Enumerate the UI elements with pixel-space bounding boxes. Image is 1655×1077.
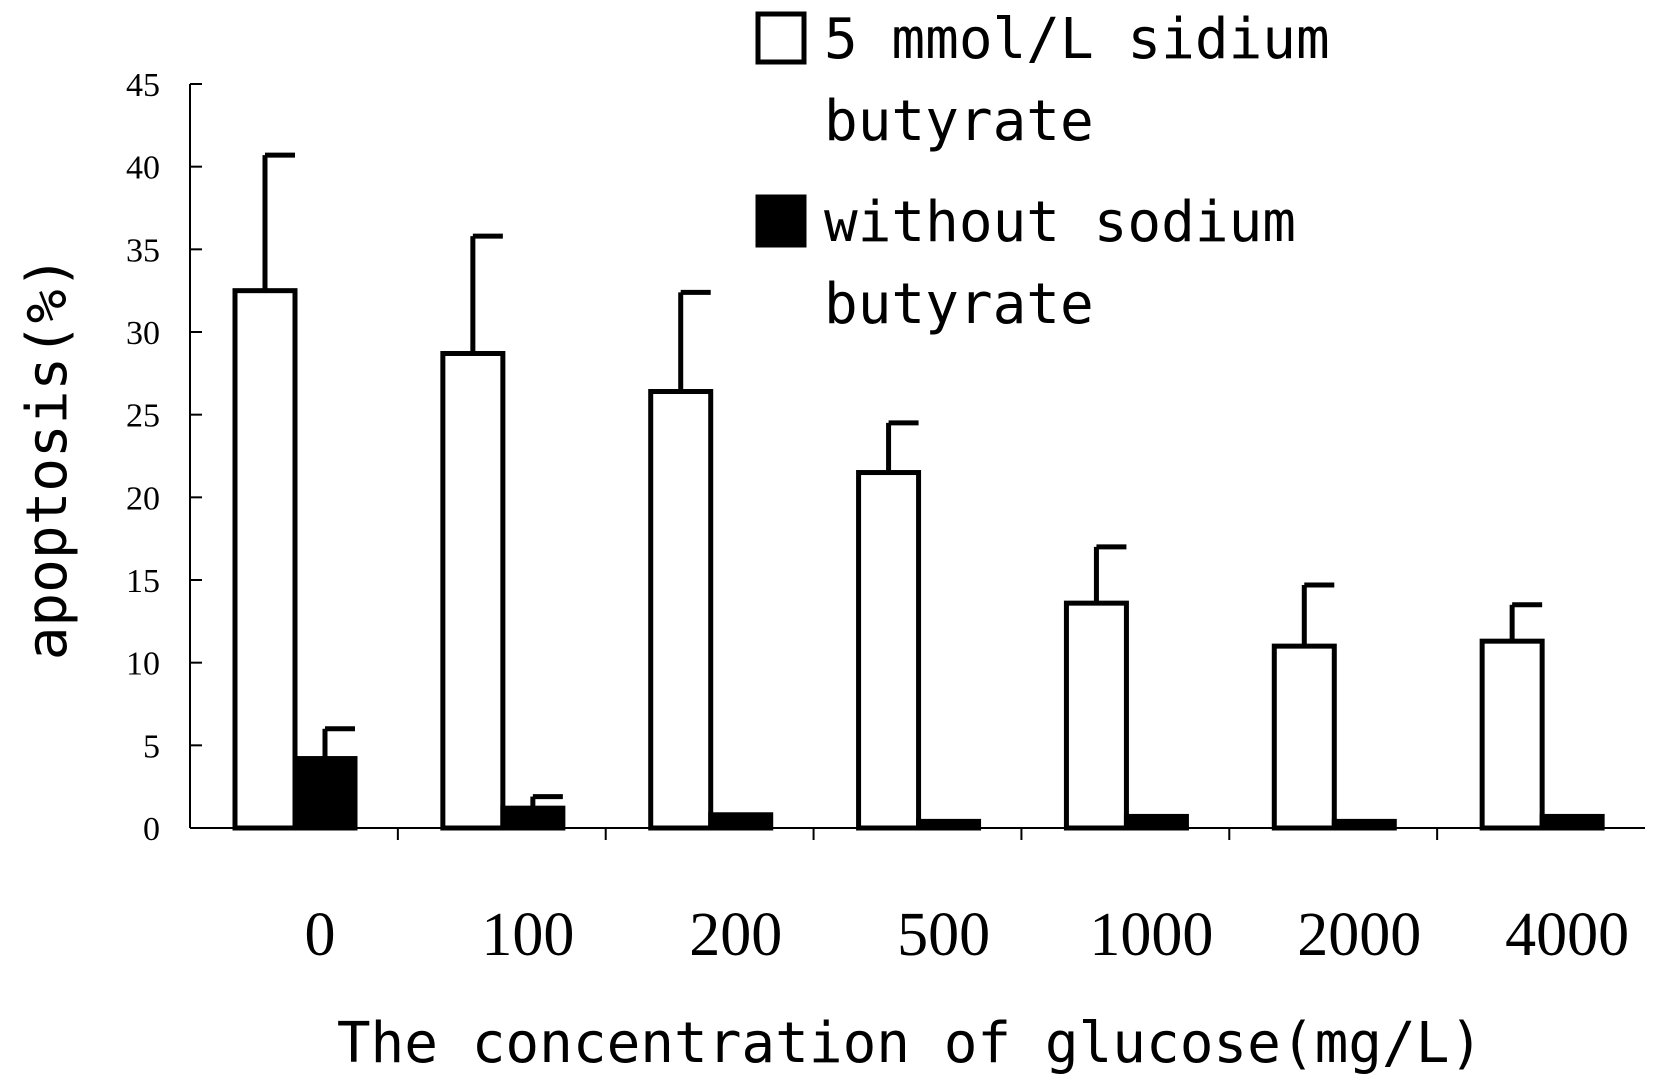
y-tick-label: 45 bbox=[126, 67, 160, 104]
legend-label: butyrate bbox=[824, 272, 1094, 337]
legend-label: 5 mmol/L sidium bbox=[824, 7, 1330, 72]
x-tick-label: 1000 bbox=[1089, 901, 1213, 969]
y-tick-label: 5 bbox=[143, 728, 160, 765]
legend-swatch-without-butyrate bbox=[755, 194, 807, 248]
x-axis-title: The concentration of glucose(mg/L) bbox=[337, 1011, 1483, 1076]
bar-with-butyrate bbox=[648, 389, 714, 831]
bar-without-butyrate bbox=[1123, 813, 1189, 831]
x-tick-label: 0 bbox=[305, 901, 336, 969]
legend-label: butyrate bbox=[824, 89, 1094, 154]
bar-with-butyrate bbox=[1271, 643, 1337, 831]
bar-with-butyrate bbox=[1063, 600, 1129, 831]
y-tick-label: 10 bbox=[126, 646, 160, 683]
y-tick-label: 0 bbox=[143, 811, 160, 848]
bar-without-butyrate bbox=[708, 812, 774, 831]
x-ticks: 0 100 200 500 1000 2000 4000 bbox=[305, 828, 1629, 969]
legend-label: without sodium bbox=[824, 190, 1296, 255]
y-tick-label: 25 bbox=[126, 398, 160, 435]
bar-without-butyrate bbox=[1331, 818, 1397, 831]
y-tick-label: 40 bbox=[126, 150, 160, 187]
bar-without-butyrate bbox=[1539, 813, 1605, 831]
y-tick-label: 15 bbox=[126, 563, 160, 600]
y-tick-label: 35 bbox=[126, 232, 160, 269]
x-tick-label: 200 bbox=[689, 901, 782, 969]
y-tick-label: 20 bbox=[126, 480, 160, 517]
bar-with-butyrate bbox=[856, 470, 922, 831]
bar-without-butyrate bbox=[500, 805, 566, 831]
bar-with-butyrate bbox=[232, 288, 298, 831]
legend: 5 mmol/L sidium butyrate without sodium but… bbox=[755, 7, 1330, 337]
y-ticks: 0 5 10 15 20 25 30 35 40 45 bbox=[126, 67, 202, 848]
legend-swatch-with-butyrate bbox=[755, 11, 807, 65]
x-tick-label: 500 bbox=[897, 901, 990, 969]
bars bbox=[232, 152, 1605, 831]
bar-with-butyrate bbox=[1479, 638, 1545, 831]
x-tick-label: 2000 bbox=[1297, 901, 1421, 969]
y-tick-label: 30 bbox=[126, 315, 160, 352]
bar-without-butyrate bbox=[292, 756, 358, 831]
x-tick-label: 100 bbox=[481, 901, 574, 969]
bar-without-butyrate bbox=[916, 818, 982, 831]
x-tick-label: 4000 bbox=[1505, 901, 1629, 969]
y-axis-title: apoptosis(%) bbox=[15, 256, 80, 661]
bar-with-butyrate bbox=[440, 350, 506, 831]
